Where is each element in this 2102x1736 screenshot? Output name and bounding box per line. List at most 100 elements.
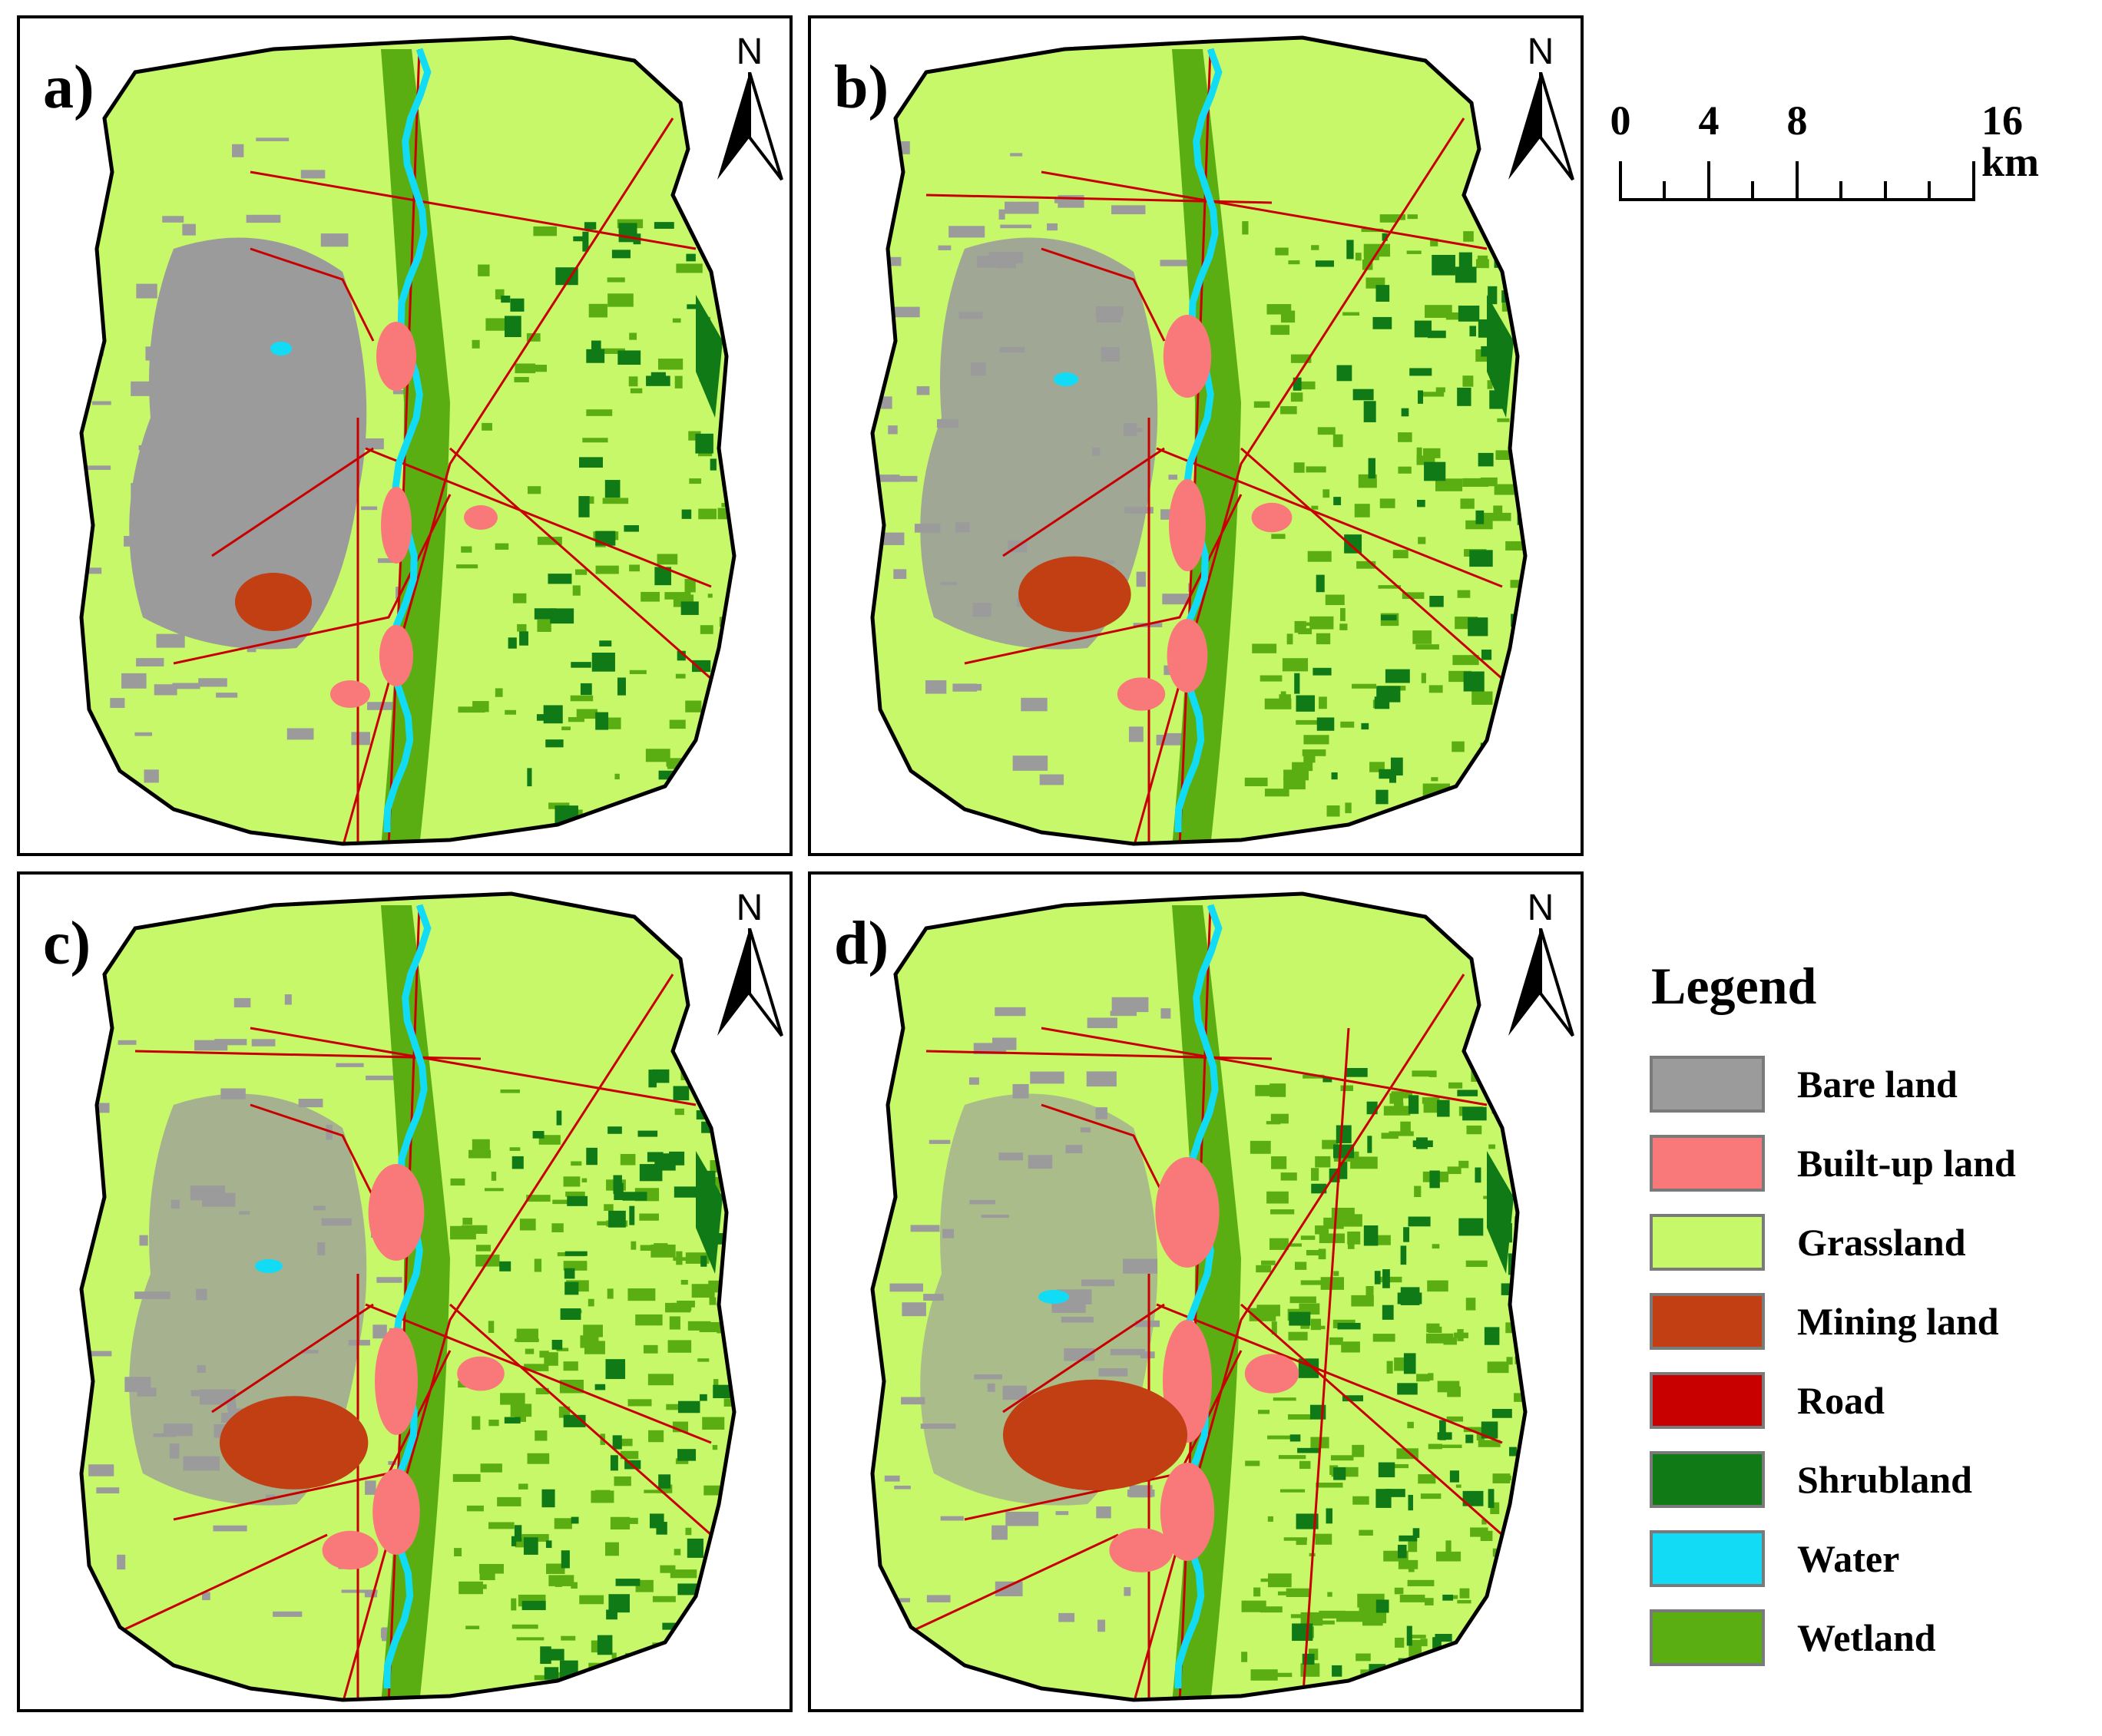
bare-land-patch (354, 438, 384, 450)
bare-land-patch (351, 732, 370, 746)
wetland-patch (605, 1542, 619, 1556)
bare-land-patch (1005, 1511, 1039, 1526)
wetland-patch (535, 1430, 548, 1441)
wetland-patch (1288, 1243, 1303, 1247)
shrubland-patch (696, 295, 723, 418)
bare-land-patch (972, 603, 991, 617)
road-line (1240, 1303, 1503, 1536)
shrubland-patch (1400, 1245, 1407, 1265)
bare-land-patch (893, 569, 907, 580)
wetland-patch (462, 1225, 488, 1234)
shrubland-patch (591, 652, 615, 672)
wetland-patch (588, 1298, 594, 1307)
wetland-patch (1398, 466, 1412, 474)
shrubland-patch (1289, 1311, 1311, 1326)
wetland-patch (629, 670, 647, 674)
bare-land-patch (247, 504, 267, 519)
study-area-boundary (79, 891, 737, 1702)
bare-land-patch (365, 1480, 376, 1495)
shrubland-patch (1432, 254, 1455, 276)
built-up-area (1117, 677, 1166, 711)
bare-land-patch (313, 1205, 326, 1211)
wetland-patch (1406, 250, 1422, 254)
wetland-patch (1315, 1156, 1331, 1168)
shrubland-patch (1332, 1665, 1342, 1677)
wetland-patch (1378, 585, 1401, 589)
shrubland-patch (617, 677, 626, 696)
wetland-patch (1288, 1414, 1311, 1420)
bare-land-patch (88, 1464, 114, 1476)
bare-land-patch (134, 732, 153, 736)
shrubland-patch (594, 1384, 606, 1390)
shrubland-patch (624, 525, 639, 532)
bare-land-patch (920, 1424, 956, 1429)
wetland-patch (488, 1419, 499, 1427)
wetland-patch (1517, 693, 1525, 706)
shrubland-patch (1397, 1544, 1407, 1559)
land-use-map-a (79, 35, 737, 846)
shrubland-patch (702, 1099, 709, 1107)
bare-land-patch (220, 1088, 246, 1099)
bare-land-patch (233, 997, 251, 1008)
shrubland-patch (1437, 1099, 1450, 1117)
wetland-patch (1505, 541, 1524, 551)
wetland-patch (669, 1316, 680, 1330)
wetland-patch (697, 1358, 710, 1362)
wetland-patch (687, 1321, 711, 1331)
bare-land-patch (320, 233, 349, 247)
wetland-patch (1438, 1444, 1462, 1448)
wetland-patch (516, 1328, 538, 1343)
wetland-patch (712, 1083, 734, 1088)
wetland-patch (563, 1361, 578, 1371)
bare-land-patch (1096, 315, 1121, 322)
wetland-patch (1465, 1298, 1476, 1311)
bare-land-patch (1160, 260, 1189, 266)
bare-land-patch (214, 565, 250, 577)
wetland-patch (1266, 1191, 1289, 1204)
wetland-patch (1260, 1578, 1282, 1582)
bare-land-patch (198, 365, 233, 377)
bare-land-patch (251, 1039, 276, 1047)
wetland-patch (607, 1288, 614, 1299)
shrubland-patch (1381, 614, 1397, 620)
wetland-patch (1245, 1460, 1260, 1467)
shrubland-patch (1484, 1327, 1500, 1345)
bare-land-patch (110, 698, 125, 709)
bare-land-patch (145, 346, 179, 361)
wetland-patch (528, 486, 541, 494)
wetland-patch (1488, 1144, 1496, 1149)
wetland-patch (1286, 633, 1293, 645)
wetland-patch (614, 773, 620, 780)
wetland-patch (1365, 1285, 1374, 1300)
shrubland-patch (1408, 1494, 1413, 1511)
wetland-patch (495, 543, 509, 550)
bare-land-patch (1086, 1071, 1117, 1087)
legend-label: Shrubland (1797, 1458, 1972, 1501)
wetland-patch (700, 625, 713, 634)
wetland-patch (1483, 512, 1511, 521)
built-up-area (379, 625, 413, 686)
bare-land-patch (1058, 1612, 1075, 1622)
shrubland-patch (1378, 1462, 1395, 1478)
bare-land-patch (1136, 571, 1146, 587)
wetland-patch (480, 1463, 502, 1473)
bare-land-patch (86, 567, 102, 574)
shrubland-patch (617, 350, 641, 365)
road-line (1301, 1027, 1350, 1700)
bare-land-patch (1097, 1619, 1106, 1632)
shrubland-patch (564, 1268, 575, 1279)
bare-land-patch (1000, 224, 1032, 229)
shrubland-patch (571, 1516, 579, 1524)
wetland-patch (1310, 1318, 1322, 1331)
wetland-patch (1481, 1078, 1508, 1090)
wetland-patch (1483, 1195, 1491, 1199)
shrubland-patch (1292, 1623, 1313, 1642)
bare-land-patch (940, 581, 957, 585)
built-up-area (368, 1164, 425, 1261)
shrubland-patch (501, 296, 511, 303)
shrubland-patch (541, 1489, 555, 1508)
bare-land-patch (154, 684, 177, 696)
wetland-patch (1398, 1559, 1418, 1569)
bare-land-patch (1124, 1587, 1131, 1596)
wetland-patch (1352, 1444, 1365, 1457)
